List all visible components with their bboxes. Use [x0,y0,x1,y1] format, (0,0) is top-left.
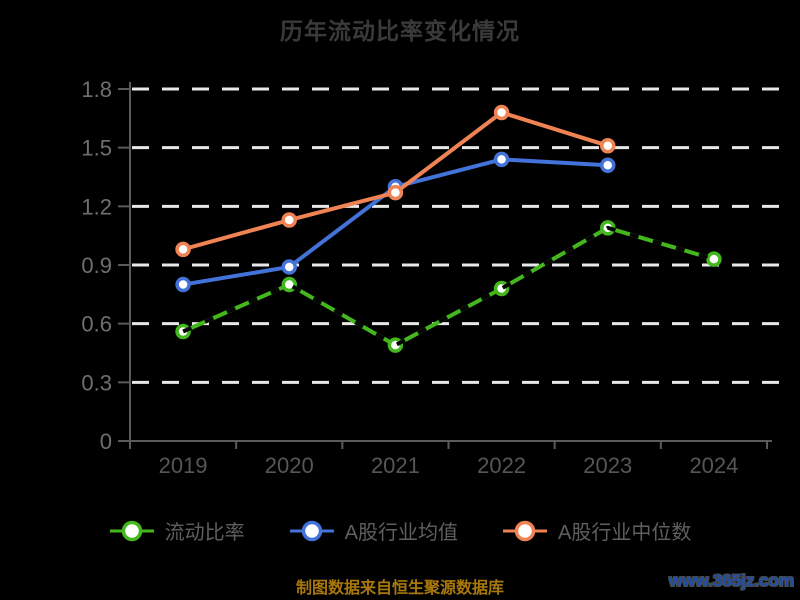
watermark: www.365jz.com [668,571,794,590]
legend-item-1[interactable]: A股行业均值 [289,516,458,545]
data-point [175,276,191,293]
legend-marker-icon [289,520,334,541]
series-line-dash-overlay [182,225,715,348]
data-point [706,251,722,267]
legend-marker-icon [109,520,154,541]
data-point [281,259,297,275]
chart-title: 历年流动比率变化情况 [280,18,520,44]
x-axis-label: 2023 [583,453,632,478]
data-point [493,104,510,121]
legend-marker-icon [503,520,547,541]
data-point [175,241,191,258]
y-axis-label: 0.3 [81,370,112,395]
data-point [600,137,616,154]
series-line-0 [181,225,716,348]
x-axis-label: 2020 [265,453,314,478]
y-axis-label: 1.2 [81,194,112,219]
x-axis-label: 2019 [159,453,208,478]
data-point [281,212,297,228]
legend-label: A股行业中位数 [558,522,692,544]
legend-item-0[interactable]: 流动比率 [109,516,245,545]
y-axis-label: 1.8 [81,77,112,102]
y-axis-label: 0.9 [81,253,112,278]
data-point [493,151,510,168]
y-axis-label: 0 [100,429,112,454]
x-axis-label: 2024 [689,453,738,478]
legend-label: A股行业均值 [344,522,458,544]
legend: 流动比率 A股行业均值 A股行业中位数 [0,516,800,545]
x-axis-label: 2022 [477,453,526,478]
data-point [600,157,616,174]
y-axis-label: 0.6 [81,312,112,337]
source-note: 制图数据来自恒生聚源数据库 [295,580,504,597]
legend-label: 流动比率 [164,522,245,544]
x-axis-label: 2021 [371,453,420,478]
y-axis-label: 1.5 [81,136,112,161]
legend-item-2[interactable]: A股行业中位数 [502,516,691,545]
data-point [387,184,404,201]
